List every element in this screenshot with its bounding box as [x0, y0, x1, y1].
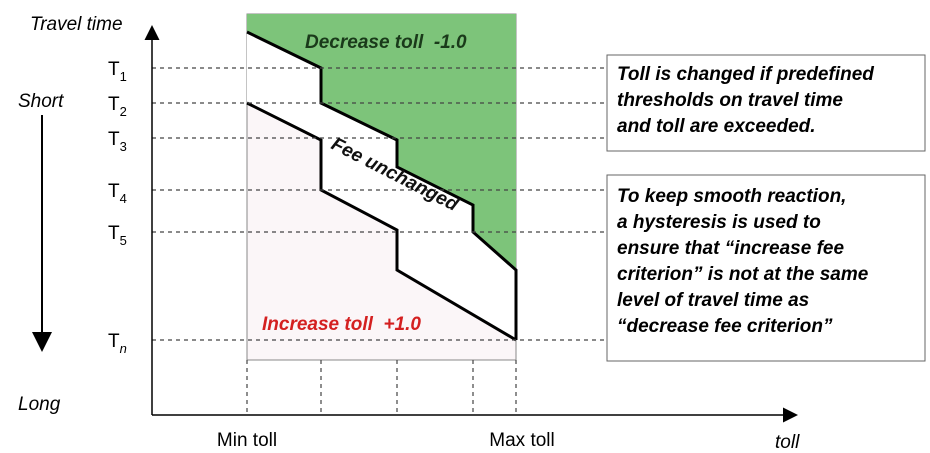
threshold-label: T2: [108, 94, 127, 119]
threshold-main: T: [108, 331, 120, 352]
threshold-main: T: [108, 59, 120, 80]
decrease-region: [247, 14, 516, 270]
note-line: criterion” is not at the same: [617, 264, 869, 285]
note-line: and toll are exceeded.: [617, 116, 816, 137]
threshold-label: Tn: [108, 331, 127, 356]
threshold-sub: 4: [120, 191, 127, 206]
notes: Toll is changed if predefined thresholds …: [617, 64, 874, 337]
threshold-label: T4: [108, 181, 127, 206]
note-box: [606, 54, 926, 152]
threshold-main: T: [108, 129, 120, 150]
threshold-sub: 1: [120, 69, 127, 84]
note-line: level of travel time as: [617, 290, 809, 311]
note-line: Toll is changed if predefined: [617, 64, 874, 85]
threshold-label: T1: [108, 59, 127, 84]
note-line: “decrease fee criterion”: [617, 316, 833, 337]
threshold-sub: 2: [120, 104, 127, 119]
threshold-sub: n: [120, 341, 127, 356]
unchanged-region: [247, 32, 516, 340]
min-toll: Min toll: [217, 430, 277, 451]
short-label: Short: [18, 91, 64, 112]
threshold-main: T: [108, 181, 120, 202]
y-axis-label: Travel time: [30, 14, 123, 35]
threshold-main: T: [108, 223, 120, 244]
threshold-sub: 3: [120, 139, 127, 154]
note-line: To keep smooth reaction,: [617, 186, 846, 207]
note-line: ensure that “increase fee: [617, 238, 844, 259]
decrease-boundary: [246, 30, 518, 340]
increase-boundary: [246, 101, 517, 342]
x-axis-label: toll: [775, 432, 800, 453]
threshold-sub: 5: [120, 233, 127, 248]
note-line: thresholds on travel time: [617, 90, 843, 111]
threshold-lines: [152, 67, 605, 415]
decrease-label: Decrease toll -1.0: [305, 32, 467, 53]
max-toll: Max toll: [489, 430, 554, 451]
threshold-label: T3: [108, 129, 127, 154]
increase-label: Increase toll +1.0: [262, 314, 421, 335]
note-line: a hysteresis is used to: [617, 212, 821, 233]
note-box: [606, 174, 926, 362]
threshold-main: T: [108, 94, 120, 115]
threshold-label: T5: [108, 223, 127, 248]
long-label: Long: [18, 394, 61, 415]
